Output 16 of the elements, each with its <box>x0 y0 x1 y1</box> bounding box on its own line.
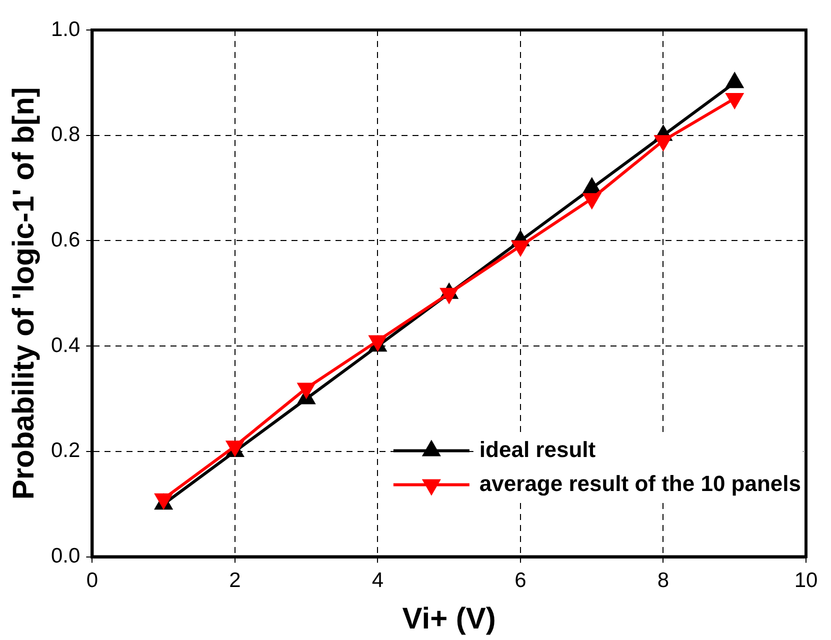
x-tick-label: 10 <box>794 569 818 592</box>
x-tick-label: 0 <box>86 569 98 592</box>
y-tick-label: 0.8 <box>50 123 80 146</box>
legend-label: ideal result <box>479 436 596 462</box>
y-tick-label: 0.0 <box>50 544 80 568</box>
y-tick-label: 1.0 <box>50 18 80 41</box>
x-tick-label: 8 <box>657 569 670 592</box>
y-tick-label: 0.2 <box>50 439 80 462</box>
y-tick-label: 0.6 <box>50 228 80 252</box>
legend-label: average result of the 10 panels <box>479 470 801 496</box>
x-axis-title: Vi+ (V) <box>402 602 496 636</box>
y-axis-title: Probability of 'logic-1' of b[n] <box>7 87 40 500</box>
y-tick-label: 0.4 <box>50 334 81 357</box>
x-tick-label: 6 <box>514 569 526 592</box>
x-tick-label: 4 <box>372 569 384 592</box>
x-tick-label: 2 <box>229 569 241 592</box>
